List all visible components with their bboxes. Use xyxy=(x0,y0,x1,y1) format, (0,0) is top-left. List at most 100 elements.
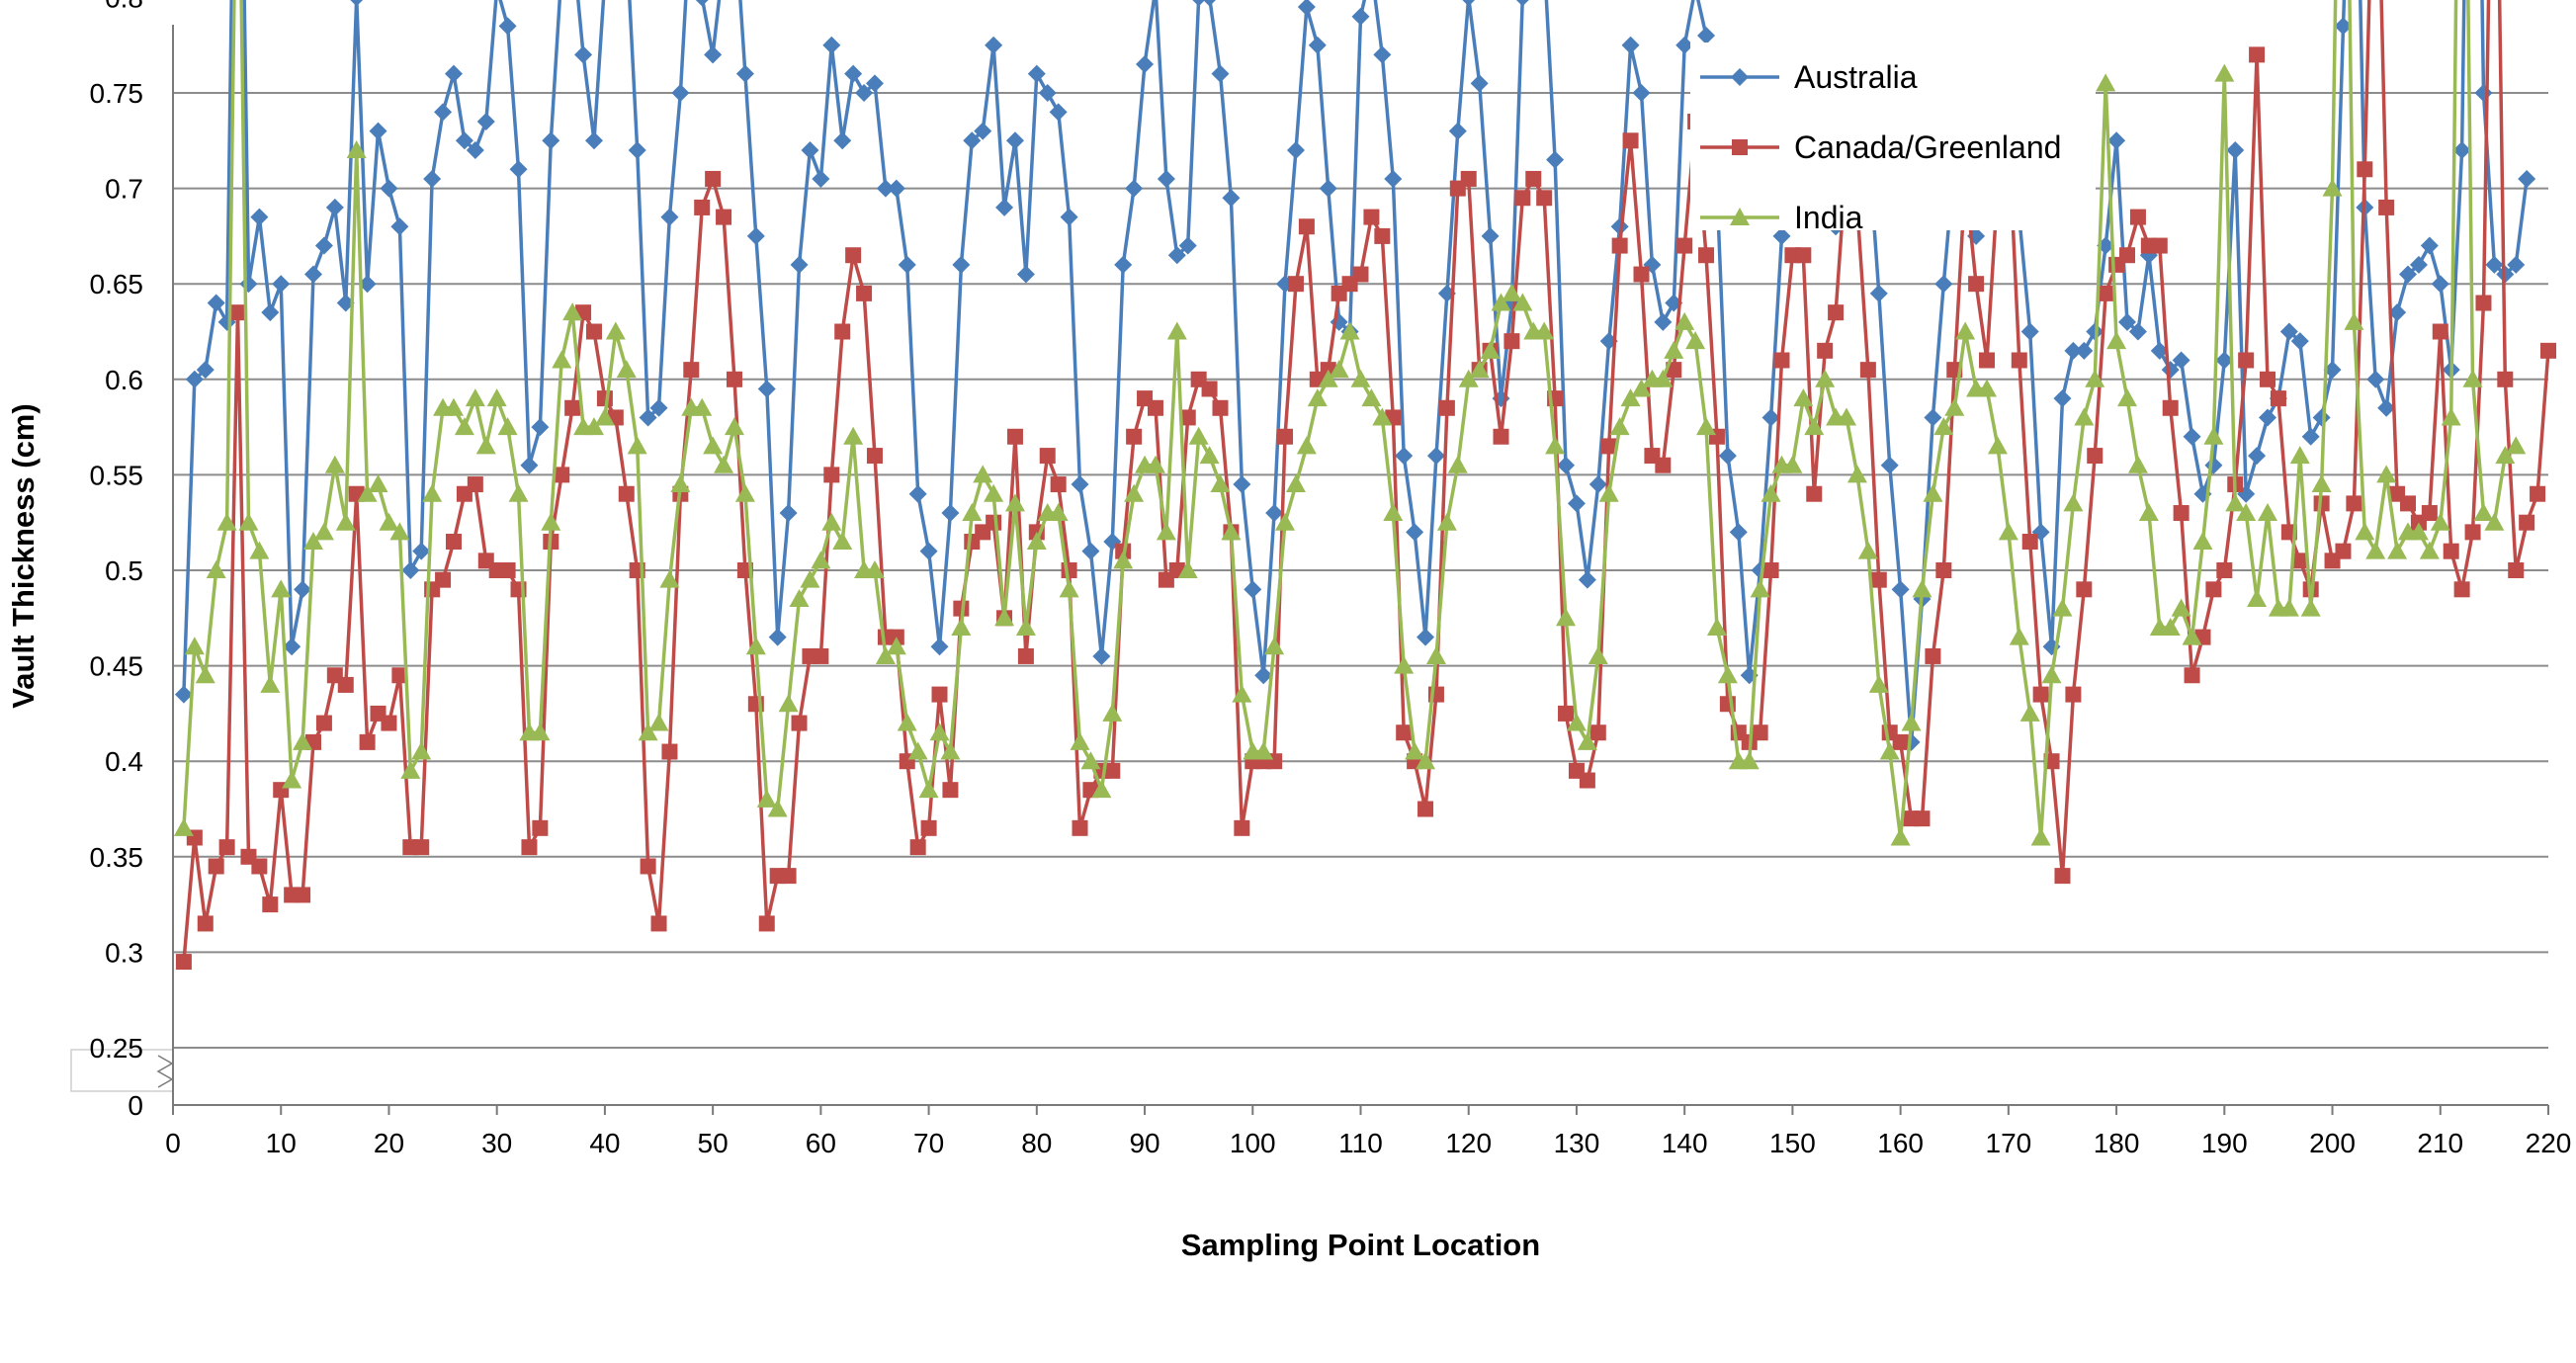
data-point xyxy=(1567,494,1586,513)
data-point xyxy=(1817,342,1834,359)
x-tick-label: 200 xyxy=(2309,1128,2356,1158)
y-tick-label: 0.45 xyxy=(90,651,144,682)
data-point xyxy=(391,667,408,684)
data-point xyxy=(1901,713,1922,731)
data-point xyxy=(832,532,853,551)
data-point xyxy=(2118,312,2137,331)
data-point xyxy=(1339,321,1360,340)
data-point xyxy=(2312,408,2331,427)
data-point xyxy=(271,579,292,598)
data-point xyxy=(834,323,851,340)
y-tick-label: 0.5 xyxy=(105,555,143,586)
data-point xyxy=(1557,456,1576,474)
data-point xyxy=(845,247,862,264)
data-point xyxy=(1004,493,1025,512)
data-point xyxy=(726,371,742,387)
data-point xyxy=(368,474,388,493)
data-point xyxy=(2464,524,2481,541)
x-tick-label: 40 xyxy=(589,1128,620,1158)
data-point xyxy=(1815,369,1836,387)
data-point xyxy=(261,303,280,322)
data-point xyxy=(2021,534,2038,551)
data-point xyxy=(876,179,895,198)
series-lines xyxy=(173,0,2556,971)
legend-marker xyxy=(1731,68,1749,86)
data-point xyxy=(2495,446,2516,465)
data-point xyxy=(1265,504,1284,523)
data-point xyxy=(1201,381,1218,397)
data-point xyxy=(1026,532,1047,551)
data-point xyxy=(1350,369,1371,387)
data-point xyxy=(1394,655,1415,674)
data-point xyxy=(1104,762,1121,779)
data-point xyxy=(2129,209,2146,225)
data-point xyxy=(2076,581,2093,598)
data-point xyxy=(1664,340,1684,359)
data-point xyxy=(584,131,603,150)
data-point xyxy=(2453,581,2470,598)
data-point xyxy=(197,915,214,932)
data-point xyxy=(509,160,528,179)
data-point xyxy=(1072,819,1088,836)
data-point xyxy=(1697,27,1716,45)
data-point xyxy=(1329,360,1349,379)
data-point xyxy=(2052,598,2073,617)
data-point xyxy=(1221,522,1242,541)
data-point xyxy=(1027,64,1046,83)
data-point xyxy=(1579,772,1595,789)
data-point xyxy=(2236,503,2257,522)
data-point xyxy=(2117,388,2138,407)
data-point xyxy=(909,839,926,856)
x-tick-label: 30 xyxy=(481,1128,512,1158)
data-point xyxy=(454,417,474,436)
data-point xyxy=(1113,551,1134,569)
data-point xyxy=(2053,389,2072,408)
data-point xyxy=(283,638,301,656)
data-point xyxy=(249,541,270,559)
data-point xyxy=(2357,161,2373,178)
data-point xyxy=(1232,684,1252,703)
data-point xyxy=(357,483,378,502)
data-point xyxy=(2009,627,2029,645)
data-point xyxy=(369,122,387,140)
data-point xyxy=(2365,541,2386,559)
data-point xyxy=(1934,275,1953,294)
y-tick-label: 0.65 xyxy=(90,269,144,299)
series-line xyxy=(182,0,2518,840)
data-point xyxy=(1277,428,1294,445)
data-point xyxy=(444,64,463,83)
x-tick-label: 170 xyxy=(1986,1128,2032,1158)
data-point xyxy=(1676,237,1693,254)
x-tick-label: 70 xyxy=(913,1128,944,1158)
data-point xyxy=(2075,341,2094,360)
data-point xyxy=(325,198,344,216)
data-point xyxy=(1512,293,1533,311)
data-point xyxy=(919,542,938,560)
series-canada-greenland xyxy=(175,0,2556,971)
data-point xyxy=(745,637,766,655)
data-point xyxy=(930,638,949,656)
data-point xyxy=(618,485,635,502)
data-point xyxy=(497,417,518,436)
data-point xyxy=(855,84,874,102)
data-point xyxy=(1395,447,1414,466)
data-point xyxy=(2473,503,2494,522)
data-point xyxy=(239,275,258,294)
data-point xyxy=(532,819,549,836)
data-point xyxy=(467,476,483,493)
data-point xyxy=(2518,169,2536,188)
data-point xyxy=(455,131,473,150)
data-point xyxy=(746,226,765,245)
data-point xyxy=(346,139,367,158)
data-point xyxy=(2182,627,2202,645)
axis-break-zigzag xyxy=(156,1055,174,1088)
x-tick-label: 100 xyxy=(1230,1128,1276,1158)
data-point xyxy=(531,418,550,437)
data-point xyxy=(1955,321,1976,340)
data-point xyxy=(1534,321,1555,340)
y-tick-label: 0.3 xyxy=(105,937,143,968)
data-point xyxy=(1588,645,1608,664)
data-point xyxy=(1806,485,1823,502)
data-point xyxy=(2214,63,2235,82)
data-point xyxy=(2065,686,2082,703)
